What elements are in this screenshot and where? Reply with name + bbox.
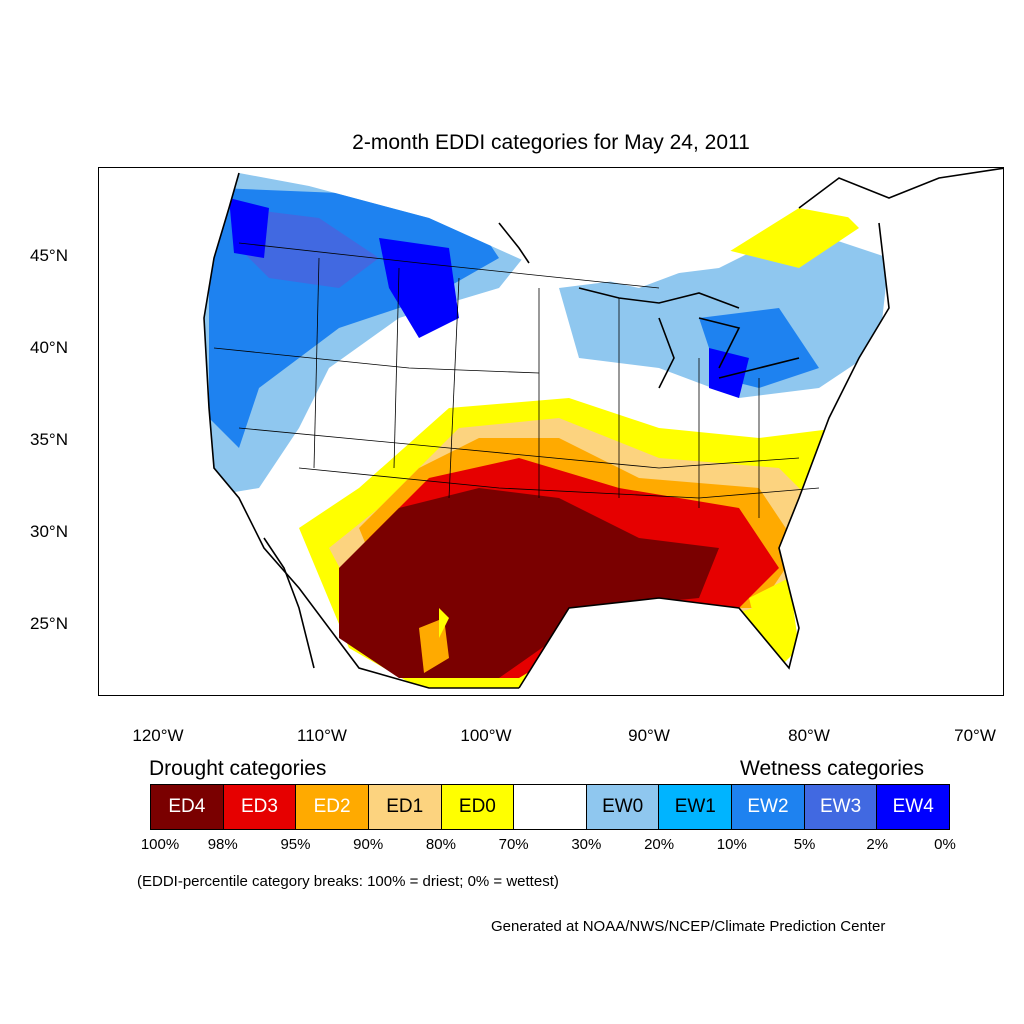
legend-box-ew4: EW4: [877, 785, 950, 829]
state-borders: [213, 242, 820, 518]
lat-label-40: 40°N: [30, 338, 68, 357]
lat-label-25: 25°N: [30, 614, 68, 633]
tick-label: 20%: [644, 836, 675, 853]
tick-label: 5%: [793, 836, 816, 853]
lon-label-70w: 70°W: [954, 726, 996, 745]
tick-label: 100%: [140, 836, 180, 853]
legend-box-ed1: ED1: [368, 785, 442, 829]
tick-label: 10%: [716, 836, 747, 853]
eddi-map: [98, 167, 1004, 696]
legend-box-ew0: EW0: [586, 785, 660, 829]
tick-label: 95%: [280, 836, 311, 853]
map-title: 2-month EDDI categories for May 24, 2011: [352, 131, 750, 154]
lat-label-45: 45°N: [30, 246, 68, 265]
lon-label-100w: 100°W: [460, 726, 512, 745]
legend-box-ed0: ED0: [441, 785, 515, 829]
credit-line: Generated at NOAA/NWS/NCEP/Climate Predi…: [491, 918, 886, 935]
eddi-category-fill: [204, 173, 889, 688]
tick-label: 80%: [425, 836, 456, 853]
tick-label: 90%: [353, 836, 384, 853]
legend-box-ed4: ED4: [151, 785, 224, 829]
tick-label: 0%: [934, 836, 956, 853]
tick-label: 70%: [498, 836, 529, 853]
legend-box-ew1: EW1: [659, 785, 733, 829]
lon-label-90w: 90°W: [628, 726, 670, 745]
tick-label: 30%: [571, 836, 602, 853]
tick-label: 98%: [207, 836, 238, 853]
category-legend: ED4 ED3 ED2 ED1 ED0 EW0 EW1 EW2 EW3 EW4: [150, 784, 950, 830]
legend-box-ed3: ED3: [223, 785, 297, 829]
category-break-note: (EDDI-percentile category breaks: 100% =…: [137, 873, 559, 890]
drought-categories-heading: Drought categories: [149, 757, 327, 780]
legend-box-ew3: EW3: [804, 785, 878, 829]
coastlines: [203, 168, 1003, 689]
tick-label: 2%: [866, 836, 889, 853]
wetness-categories-heading: Wetness categories: [740, 757, 925, 780]
legend-box-neutral: [514, 785, 587, 829]
lon-label-120w: 120°W: [132, 726, 184, 745]
lon-label-110w: 110°W: [297, 726, 347, 745]
lon-label-80w: 80°W: [788, 726, 830, 745]
lat-label-30: 30°N: [30, 522, 68, 541]
legend-box-ew2: EW2: [732, 785, 805, 829]
lat-label-35: 35°N: [30, 430, 68, 449]
legend-box-ed2: ED2: [296, 785, 369, 829]
